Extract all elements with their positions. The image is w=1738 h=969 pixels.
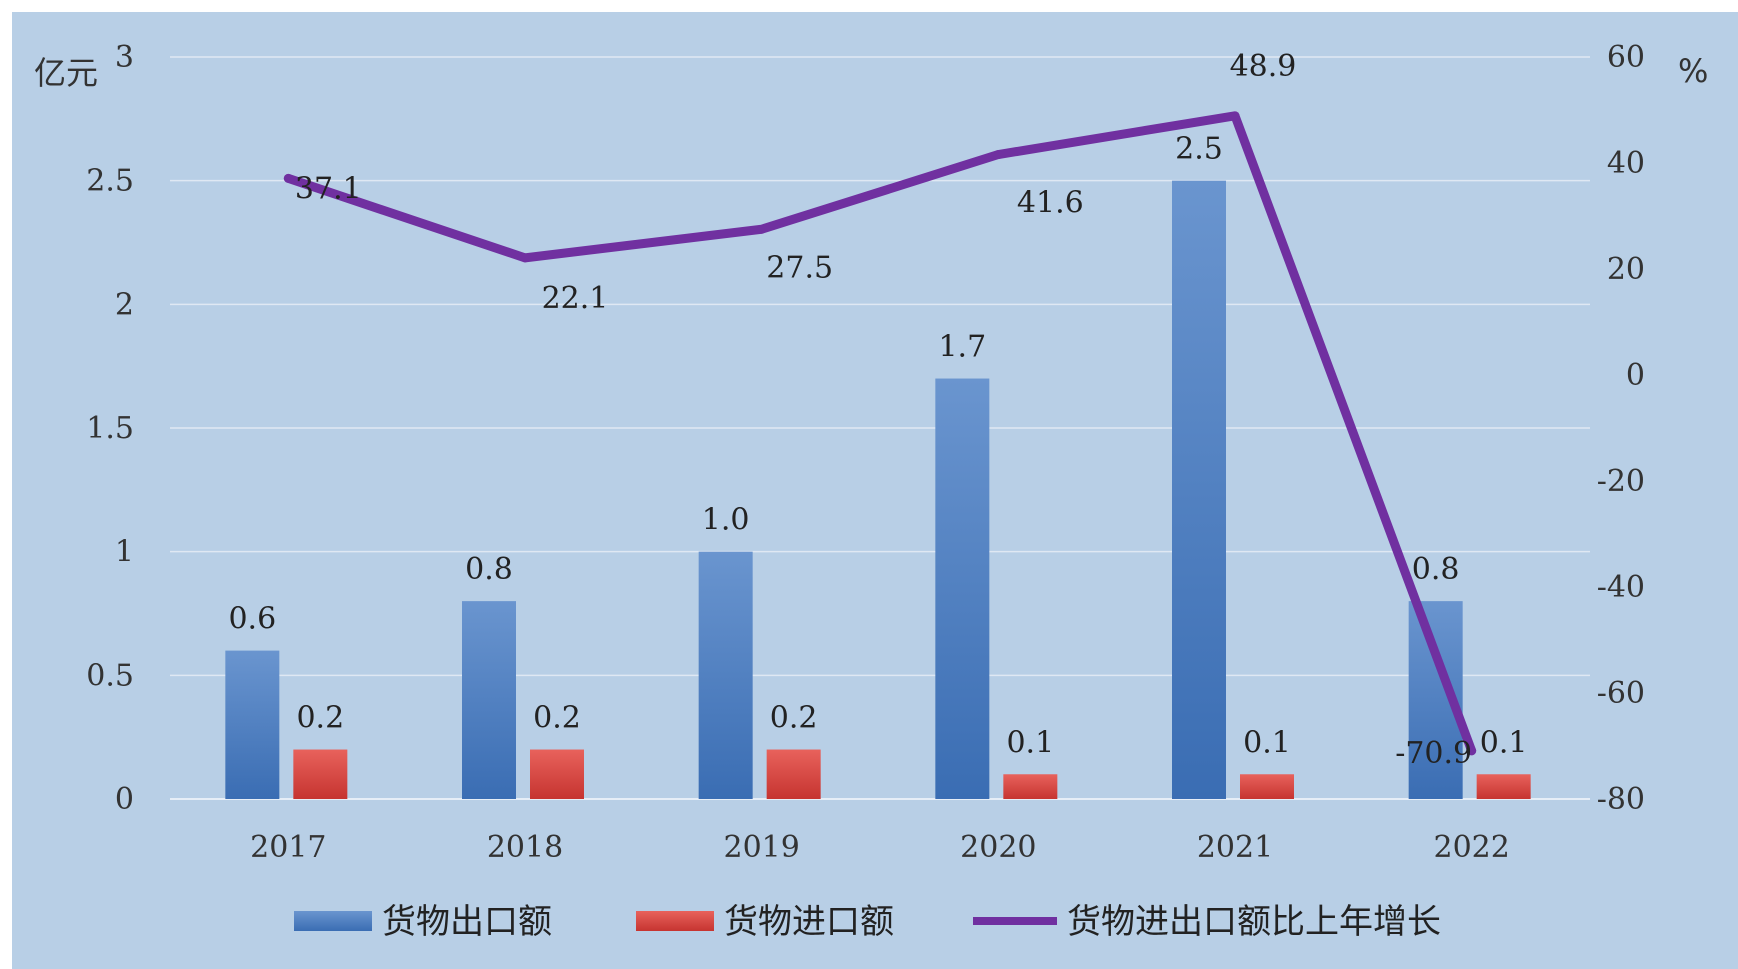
export-bar-label: 2.5 — [1175, 132, 1223, 167]
growth-label: 48.9 — [1230, 49, 1297, 84]
y-left-tick-label: 1 — [115, 535, 134, 570]
y-right-tick-label: 20 — [1607, 252, 1645, 287]
import-bar-label: 0.1 — [1480, 725, 1528, 760]
export-bar — [1172, 180, 1226, 799]
y-left-tick-label: 2.5 — [86, 164, 134, 199]
data-labels: 0.6 0.8 1.0 1.7 2.5 0.8 0.2 0.2 0.2 0.1 0.1 0.1 37.1… — [228, 49, 1527, 771]
import-bar — [1240, 774, 1294, 799]
y-left-unit: 亿元 — [34, 54, 98, 92]
import-bar-label: 0.2 — [770, 701, 818, 736]
export-bar — [462, 601, 516, 799]
x-tick-label: 2020 — [960, 830, 1036, 865]
export-bar-label: 1.7 — [938, 330, 986, 365]
import-bar — [293, 749, 348, 799]
growth-label: 37.1 — [295, 171, 362, 206]
export-bar — [225, 650, 280, 799]
legend-label: 货物进口额 — [724, 902, 894, 942]
import-bar-label: 0.1 — [1243, 725, 1291, 760]
export-bar — [698, 551, 753, 799]
y-left-tick-label: 0.5 — [86, 658, 134, 693]
growth-point — [1230, 111, 1240, 121]
export-bar — [935, 378, 990, 799]
y-right-tick-label: -80 — [1597, 782, 1645, 817]
y-right-tick-label: -20 — [1597, 464, 1645, 499]
y-right-tick-label: 60 — [1607, 40, 1645, 75]
growth-point — [1467, 746, 1477, 756]
growth-label: 41.6 — [1017, 186, 1084, 221]
growth-label: -70.9 — [1395, 736, 1472, 771]
y-left-tick-label: 1.5 — [86, 411, 134, 446]
axes: 0 0.5 1 1.5 2 2.5 3 -80 -60 -40 -20 0 20 40 60 亿元 % 2017 2… — [34, 40, 1708, 865]
import-bar — [530, 749, 584, 799]
growth-point — [283, 173, 293, 183]
growth-point — [520, 253, 530, 263]
growth-line-path — [283, 111, 1477, 756]
legend-swatch — [294, 911, 372, 931]
import-bar — [1476, 774, 1531, 799]
import-bar-label: 0.1 — [1006, 725, 1054, 760]
y-right-tick-label: 0 — [1626, 358, 1645, 393]
growth-point — [993, 150, 1003, 160]
growth-label: 27.5 — [766, 250, 833, 285]
x-tick-label: 2022 — [1433, 830, 1509, 865]
export-bar-label: 0.6 — [228, 602, 276, 637]
import-bar — [1003, 774, 1058, 799]
legend-swatch — [636, 911, 714, 931]
y-left-tick-label: 0 — [115, 782, 134, 817]
growth-point — [757, 224, 767, 234]
growth-label: 22.1 — [542, 281, 609, 316]
export-bar-label: 0.8 — [465, 552, 513, 587]
x-tick-label: 2018 — [487, 830, 563, 865]
y-right-tick-label: 40 — [1607, 146, 1645, 181]
x-tick-label: 2021 — [1197, 830, 1273, 865]
x-tick-label: 2017 — [250, 830, 326, 865]
growth-line — [283, 111, 1477, 756]
legend: 货物出口额 货物进口额 货物进出口额比上年增长 — [294, 902, 1441, 942]
legend-label: 货物出口额 — [382, 902, 552, 942]
y-left-tick-label: 3 — [115, 40, 134, 75]
y-right-unit: % — [1678, 52, 1708, 90]
x-tick-label: 2019 — [723, 830, 799, 865]
y-left-tick-label: 2 — [115, 287, 134, 322]
y-right-tick-label: -60 — [1597, 676, 1645, 711]
import-bar-label: 0.2 — [533, 701, 581, 736]
chart-background — [12, 12, 1738, 969]
export-bar-label: 1.0 — [702, 503, 750, 538]
import-bar — [766, 749, 821, 799]
import-bar-label: 0.2 — [296, 701, 344, 736]
export-bar-label: 0.8 — [1412, 552, 1460, 587]
y-right-tick-label: -40 — [1597, 570, 1645, 605]
gridlines — [170, 56, 1590, 800]
legend-label: 货物进出口额比上年增长 — [1067, 902, 1441, 942]
